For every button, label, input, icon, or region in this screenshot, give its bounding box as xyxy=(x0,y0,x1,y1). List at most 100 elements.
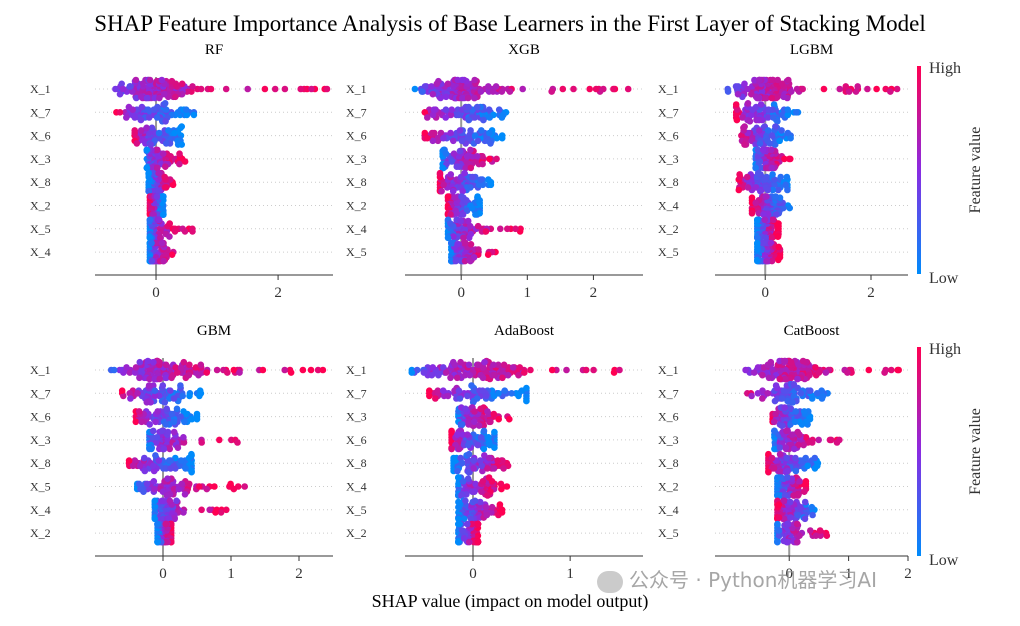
shap-point xyxy=(732,83,740,90)
shap-point xyxy=(494,457,502,464)
shap-point xyxy=(760,211,767,218)
shap-point xyxy=(748,194,756,201)
shap-point xyxy=(434,137,442,145)
shap-point xyxy=(792,109,800,116)
shap-point xyxy=(439,164,447,172)
shap-point xyxy=(151,387,159,395)
shap-point xyxy=(146,445,153,453)
shap-point xyxy=(457,454,464,462)
shap-point xyxy=(769,171,776,178)
feature-label: X_6 xyxy=(658,129,679,143)
shap-point xyxy=(471,76,479,84)
shap-point xyxy=(120,392,127,400)
shap-point xyxy=(519,85,526,93)
shap-point xyxy=(807,387,814,395)
shap-point xyxy=(781,155,788,163)
shap-point xyxy=(765,468,772,476)
shap-point xyxy=(152,418,159,426)
shap-point xyxy=(762,94,769,102)
shap-point xyxy=(148,239,155,247)
shap-point xyxy=(173,405,181,413)
shap-point xyxy=(820,85,828,93)
feature-label: X_3 xyxy=(658,433,679,447)
shap-point xyxy=(486,441,494,449)
feature-label: X_4 xyxy=(658,503,679,517)
shap-point xyxy=(459,527,466,534)
shap-point xyxy=(143,124,150,132)
shap-point xyxy=(451,361,459,369)
shap-point xyxy=(454,431,461,439)
shap-point xyxy=(159,150,167,157)
shap-point xyxy=(197,85,205,93)
shap-point xyxy=(498,114,506,121)
shap-point xyxy=(154,520,161,528)
shap-point xyxy=(477,176,485,183)
x-tick-label: 0 xyxy=(457,285,465,301)
shap-point xyxy=(471,497,479,505)
shap-point xyxy=(559,85,567,93)
shap-point xyxy=(770,418,778,426)
shap-point xyxy=(162,106,170,113)
shap-point xyxy=(211,483,218,490)
shap-point xyxy=(746,118,754,125)
shap-point xyxy=(775,514,783,521)
shap-point xyxy=(110,366,118,374)
shap-point xyxy=(156,234,164,242)
shap-point xyxy=(468,382,475,389)
shap-point xyxy=(784,538,791,546)
shap-point xyxy=(168,374,175,382)
feature-label: X_4 xyxy=(346,480,367,494)
shap-point xyxy=(570,85,577,93)
shap-point xyxy=(873,85,880,93)
shap-point xyxy=(457,422,465,429)
shap-point xyxy=(192,369,199,376)
shap-point xyxy=(775,256,782,264)
shap-point xyxy=(742,366,749,374)
shap-point xyxy=(766,140,774,147)
feature-label: X_3 xyxy=(658,152,679,166)
shap-point xyxy=(479,160,486,168)
shap-point xyxy=(815,369,823,376)
shap-point xyxy=(181,228,189,235)
shap-point xyxy=(449,187,457,195)
shap-point xyxy=(469,173,476,181)
feature-label: X_6 xyxy=(658,410,679,424)
shap-point xyxy=(808,439,816,446)
feature-label: X_6 xyxy=(30,410,51,424)
shap-point xyxy=(486,454,493,462)
shap-point xyxy=(480,445,488,453)
shap-point xyxy=(144,106,152,113)
shap-point xyxy=(453,241,461,248)
shap-point xyxy=(203,369,210,376)
shap-point xyxy=(465,450,473,458)
shap-point xyxy=(807,527,814,534)
x-tick-label: 2 xyxy=(295,566,303,582)
shap-point xyxy=(159,497,167,505)
x-tick-label: 2 xyxy=(274,285,282,301)
shap-point xyxy=(138,418,145,426)
shap-point xyxy=(799,85,806,93)
shap-point xyxy=(804,462,811,470)
shap-point xyxy=(457,217,464,225)
shap-point xyxy=(460,515,468,523)
shap-point xyxy=(752,199,759,207)
shap-point xyxy=(776,444,784,452)
shap-point xyxy=(143,94,151,102)
shap-point xyxy=(499,457,506,464)
shap-point xyxy=(795,491,802,498)
shap-point xyxy=(442,150,450,157)
shap-point xyxy=(454,467,461,475)
shap-point xyxy=(500,361,508,369)
x-tick-label: 1 xyxy=(524,285,532,301)
shap-point xyxy=(156,94,163,102)
shap-point xyxy=(178,80,186,88)
shap-point xyxy=(842,83,850,90)
shap-point xyxy=(287,369,295,376)
watermark: 公众号 · Python机器学习AI xyxy=(597,564,877,593)
shap-point xyxy=(442,106,450,113)
shap-point xyxy=(751,76,758,84)
shap-point xyxy=(455,515,462,523)
shap-point xyxy=(771,445,778,453)
shap-point xyxy=(155,169,162,177)
shap-point xyxy=(764,114,772,121)
